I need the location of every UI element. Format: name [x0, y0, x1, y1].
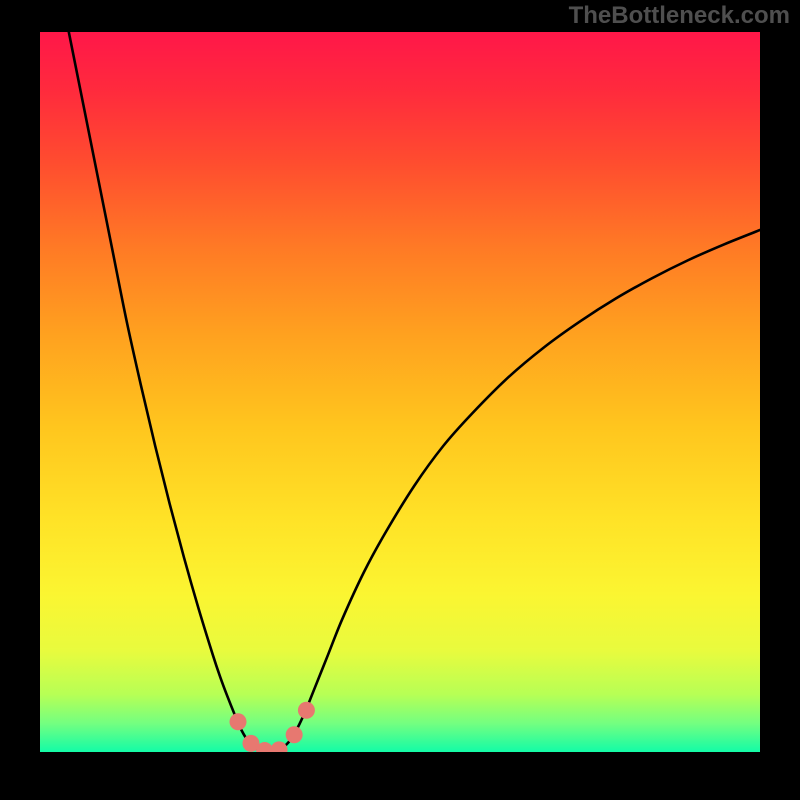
chart-svg [40, 32, 760, 752]
chart-frame: TheBottleneck.com [0, 0, 800, 800]
data-marker [298, 702, 315, 719]
gradient-background [40, 32, 760, 752]
watermark-text: TheBottleneck.com [569, 2, 790, 30]
plot-area [40, 32, 760, 752]
data-marker [286, 726, 303, 743]
data-marker [230, 713, 247, 730]
